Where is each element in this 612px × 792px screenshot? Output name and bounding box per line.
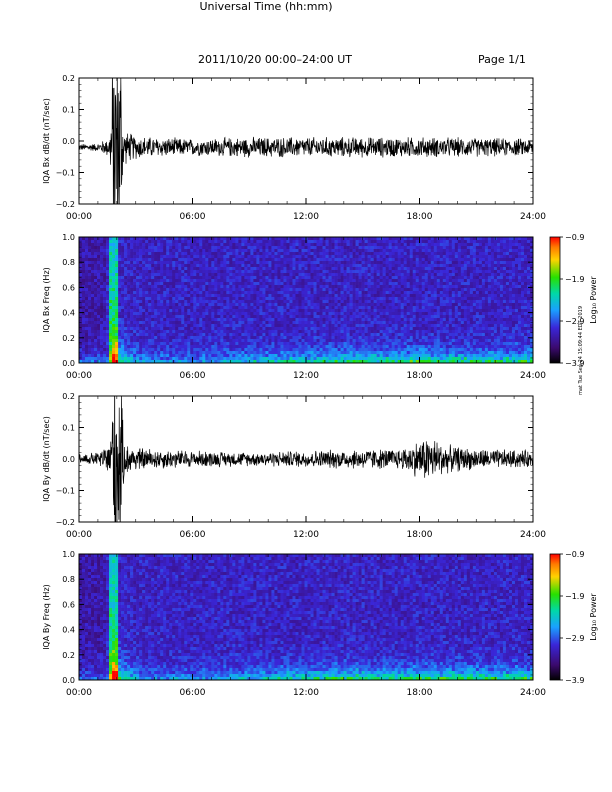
y-tick-label: 0.2 — [62, 392, 75, 401]
x-tick-label: 12:00 — [293, 371, 319, 381]
x-tick-label: 06:00 — [180, 688, 206, 698]
x-tick-label: 18:00 — [407, 371, 433, 381]
y-tick-label: 0.1 — [62, 106, 75, 115]
x-tick-label: 12:00 — [293, 212, 319, 222]
y-tick-label: 0.0 — [62, 359, 75, 368]
y-tick-label: 0.0 — [62, 676, 75, 685]
bx-dbdt-panel: 00:00 06:00 12:00 18:00 24:00 0.2 0.1 0.0 −0.1 −0… — [42, 74, 546, 222]
y-tick-label: 1.0 — [62, 550, 75, 559]
colorbar-tick-label: −3.9 — [565, 676, 584, 685]
y-tick-label: 0.2 — [62, 651, 75, 660]
colorbar-label: Log₁₀ Power — [589, 593, 598, 641]
page-number: Page 1/1 — [478, 53, 526, 66]
dbdt-trace — [79, 396, 533, 522]
x-tick-label: 06:00 — [180, 530, 206, 540]
x-tick-label: 18:00 — [407, 530, 433, 540]
colorbar — [549, 553, 561, 681]
side-note: mat Tue Sep 24 15:09:44 EDT 2019 — [578, 305, 584, 395]
y-axis-label: IQA Bx dB/dt (nT/sec) — [42, 98, 51, 184]
x-tick-label: 24:00 — [520, 212, 546, 222]
page-title: 2011/10/20 00:00–24:00 UT — [197, 53, 353, 66]
colorbar-tick-label: −1.9 — [565, 592, 584, 601]
x-tick-label: 24:00 — [520, 371, 546, 381]
y-tick-label: 0.8 — [62, 575, 75, 584]
y-tick-label: 0.1 — [62, 424, 75, 433]
by-spectrogram-panel: −0.9 −1.9 −2.9 −3.9 Log₁₀ Power 00:00 06:00 12:… — [42, 550, 598, 698]
x-tick-label: 00:00 — [66, 688, 92, 698]
x-tick-label: 18:00 — [407, 212, 433, 222]
x-axis-title-text: Universal Time (hh:mm) — [199, 0, 333, 13]
y-tick-label: −0.1 — [56, 169, 75, 178]
y-axis-label: IQA Bx Freq (Hz) — [42, 267, 51, 333]
y-axis-label: IQA By dB/dt (nT/sec) — [42, 416, 51, 502]
x-tick-label: 00:00 — [66, 530, 92, 540]
colorbar-label: Log₁₀ Power — [589, 276, 598, 324]
y-tick-label: 0.0 — [62, 137, 75, 146]
y-tick-label: 0.0 — [62, 455, 75, 464]
by-dbdt-panel: 00:00 06:00 12:00 18:00 24:00 0.2 0.1 0.0 −0.1 −0… — [42, 392, 546, 540]
y-axis-label: IQA By Freq (Hz) — [42, 584, 51, 650]
x-tick-label: 06:00 — [180, 212, 206, 222]
y-tick-label: 0.8 — [62, 258, 75, 267]
x-tick-label: 06:00 — [180, 371, 206, 381]
y-tick-label: 0.6 — [62, 283, 75, 292]
y-tick-label: 1.0 — [62, 233, 75, 242]
colorbar-tick-label: −0.9 — [565, 550, 584, 559]
plot-frame — [78, 77, 534, 205]
y-tick-label: 0.4 — [62, 626, 75, 635]
spectrogram-cells — [79, 237, 534, 364]
x-tick-label: 18:00 — [407, 688, 433, 698]
x-tick-label: 24:00 — [520, 688, 546, 698]
y-tick-label: 0.2 — [62, 334, 75, 343]
x-tick-label: 00:00 — [66, 212, 92, 222]
y-tick-label: −0.1 — [56, 487, 75, 496]
colorbar-tick-label: −3.9 — [565, 359, 584, 368]
x-tick-label: 00:00 — [66, 371, 92, 381]
colorbar — [549, 236, 561, 364]
x-tick-label: 12:00 — [293, 688, 319, 698]
colorbar-tick-label: −1.9 — [565, 275, 584, 284]
spectrogram-cells — [79, 554, 534, 681]
y-tick-label: 0.2 — [62, 74, 75, 83]
y-tick-label: −0.2 — [56, 200, 75, 209]
x-tick-label: 24:00 — [520, 530, 546, 540]
y-tick-label: −0.2 — [56, 518, 75, 527]
colorbar-tick-label: −0.9 — [565, 233, 584, 242]
y-tick-label: 0.4 — [62, 309, 75, 318]
x-tick-label: 12:00 — [293, 530, 319, 540]
bx-spectrogram-panel: −0.9 −1.9 −2.9 −3.9 Log₁₀ Power 00:00 06:00 12:… — [42, 233, 598, 381]
dbdt-trace — [79, 78, 533, 204]
x-axis-title: Universal Time (hh:mm) — [0, 0, 612, 13]
colorbar-tick-label: −2.9 — [565, 634, 584, 643]
colorbar-tick-label: −2.9 — [565, 317, 584, 326]
y-tick-label: 0.6 — [62, 600, 75, 609]
